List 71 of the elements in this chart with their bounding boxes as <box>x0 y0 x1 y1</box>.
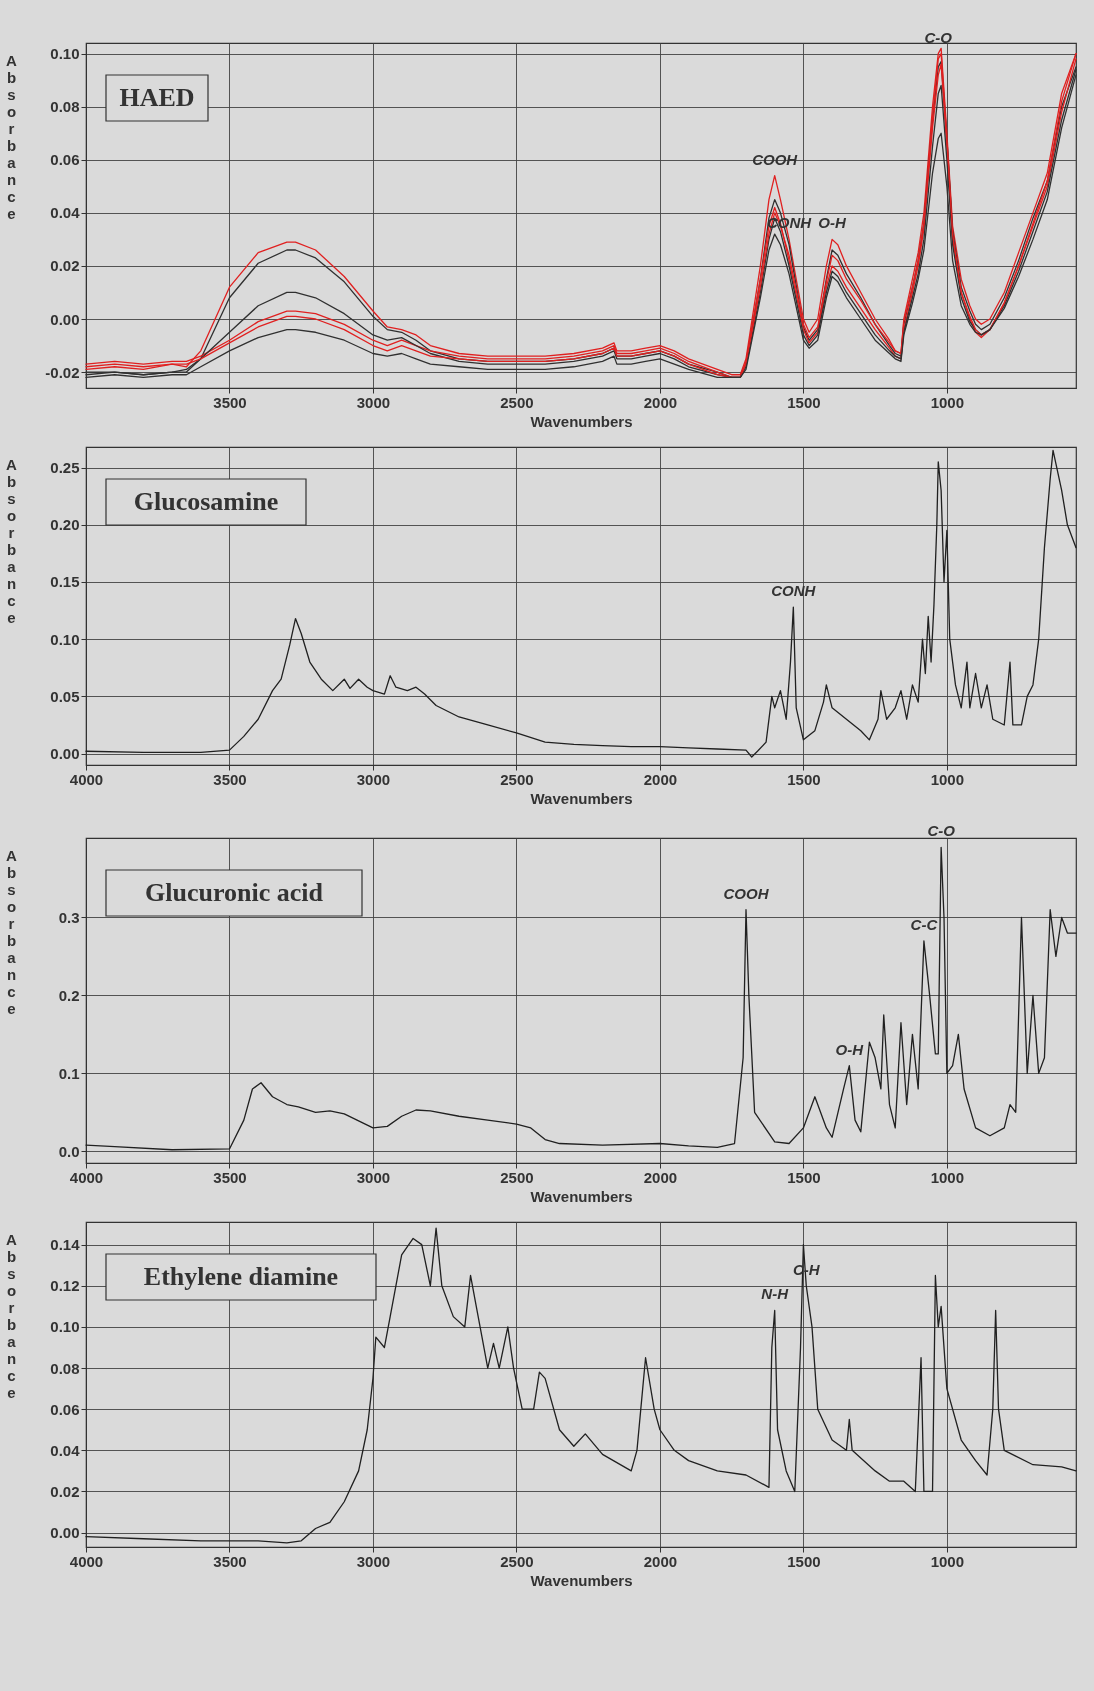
annotation: C-C <box>910 915 939 933</box>
text: Glucuronic acid <box>145 878 324 907</box>
y-tick-label: 0.10 <box>50 1318 80 1336</box>
x-tick-label: 2500 <box>500 770 534 788</box>
annotation: N-H <box>761 1285 790 1303</box>
x-tick-label: 3500 <box>213 1552 247 1570</box>
y-tick-label: 0.15 <box>50 573 80 591</box>
x-tick-label: 4000 <box>69 770 104 788</box>
y-tick-label: 0.00 <box>50 745 80 763</box>
y-tick-label: 0.3 <box>58 909 80 926</box>
y-tick-label: 0.04 <box>50 204 81 222</box>
y-tick-label: 0.10 <box>50 630 80 648</box>
annotation: COOH <box>723 884 770 902</box>
x-tick-label: 2000 <box>643 770 678 788</box>
x-tick-label: 2500 <box>500 1168 534 1186</box>
x-tick-label: 3500 <box>213 393 247 411</box>
x-tick-label: 1500 <box>787 393 821 411</box>
y-tick-label: 0.20 <box>50 516 80 534</box>
y-tick-label: 0.06 <box>50 151 80 169</box>
annotation: O-H <box>818 214 847 232</box>
x-tick-label: 2000 <box>643 1552 678 1570</box>
x-tick-label: 3500 <box>213 1168 247 1186</box>
y-tick-label: -0.02 <box>45 363 80 381</box>
y-tick-label: 0.25 <box>50 459 80 477</box>
y-tick-label: 0.02 <box>50 1482 80 1500</box>
x-tick-label: 1500 <box>787 1552 821 1570</box>
annotation: C-O <box>924 28 953 46</box>
x-tick-label: 1000 <box>930 1552 965 1570</box>
annotation: C-O <box>927 822 956 840</box>
x-tick-label: 2500 <box>500 393 534 411</box>
text: Absorbance <box>6 455 17 626</box>
x-tick-label: 1000 <box>930 393 965 411</box>
x-tick-label: 2500 <box>500 1552 534 1570</box>
text: HAED <box>119 83 195 112</box>
text: Absorbance <box>6 51 17 222</box>
text: Absorbance <box>6 1230 17 1401</box>
y-tick-label: 0.04 <box>50 1441 81 1459</box>
x-axis-title: Wavenumbers <box>530 1571 633 1589</box>
y-tick-label: 0.00 <box>50 1524 80 1542</box>
x-tick-label: 1000 <box>930 770 965 788</box>
y-tick-label: 0.10 <box>50 45 80 63</box>
x-tick-label: 3000 <box>356 1168 391 1186</box>
x-tick-label: 3000 <box>356 393 391 411</box>
y-tick-label: 0.12 <box>50 1277 80 1295</box>
x-tick-label: 3000 <box>356 1552 391 1570</box>
y-tick-label: 0.06 <box>50 1400 80 1418</box>
text: Absorbance <box>6 846 17 1017</box>
y-tick-label: 0.05 <box>50 687 80 705</box>
text: Glucosamine <box>133 487 279 516</box>
y-tick-label: 0.2 <box>58 986 80 1004</box>
y-tick-label: 0.0 <box>58 1142 80 1160</box>
y-tick-label: 0.1 <box>58 1064 80 1082</box>
x-tick-label: 2000 <box>643 1168 678 1186</box>
x-axis-title: Wavenumbers <box>530 789 633 807</box>
text: Ethylene diamine <box>143 1262 339 1291</box>
x-tick-label: 3000 <box>356 770 391 788</box>
y-tick-label: 0.08 <box>50 1359 80 1377</box>
x-tick-label: 3500 <box>213 770 247 788</box>
x-axis-title: Wavenumbers <box>530 1187 633 1205</box>
x-tick-label: 4000 <box>69 1168 104 1186</box>
annotation: O-H <box>835 1040 865 1058</box>
x-tick-label: 2000 <box>643 393 678 411</box>
y-tick-label: 0.08 <box>50 98 80 116</box>
x-tick-label: 1500 <box>787 770 821 788</box>
y-tick-label: 0.00 <box>50 310 80 328</box>
x-axis-title: Wavenumbers <box>530 412 633 430</box>
x-tick-label: 1500 <box>787 1168 821 1186</box>
x-tick-label: 4000 <box>69 1552 104 1570</box>
y-tick-label: 0.14 <box>50 1236 81 1254</box>
y-tick-label: 0.02 <box>50 257 80 275</box>
x-tick-label: 1000 <box>930 1168 965 1186</box>
